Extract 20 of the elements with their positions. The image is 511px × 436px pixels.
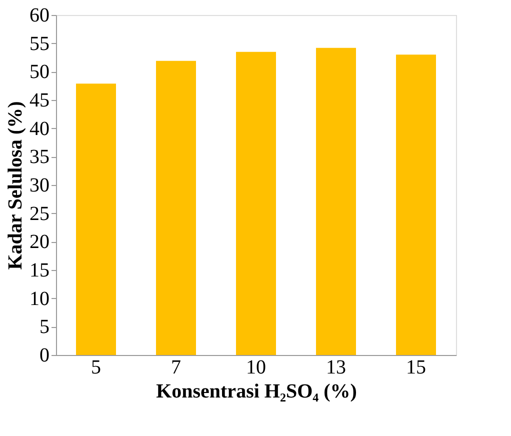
y-tick-label: 55 [30,32,50,55]
y-tick-label: 25 [30,202,50,225]
y-tick-label: 0 [40,344,50,366]
x-tick-label: 10 [246,356,266,378]
y-tick-label: 50 [30,61,50,84]
y-tick-label: 35 [30,146,50,168]
x-axis-title: Konsentrasi H₂SO₄ (%) [156,380,357,402]
x-tick-label: 15 [406,356,426,378]
y-tick-label: 5 [40,316,50,338]
y-tick-label: 10 [30,288,50,310]
y-tick-label: 20 [30,231,50,254]
x-tick-label: 5 [91,356,101,378]
y-tick-label: 15 [30,260,50,282]
y-tick-label: 60 [30,4,50,26]
y-axis-title: Kadar Selulosa (%) [4,101,26,270]
y-tick-label: 30 [30,174,50,196]
y-tick-label: 45 [30,90,50,112]
x-tick-label: 7 [171,356,181,378]
x-tick-label: 13 [326,356,346,378]
y-tick-label: 40 [30,118,50,140]
